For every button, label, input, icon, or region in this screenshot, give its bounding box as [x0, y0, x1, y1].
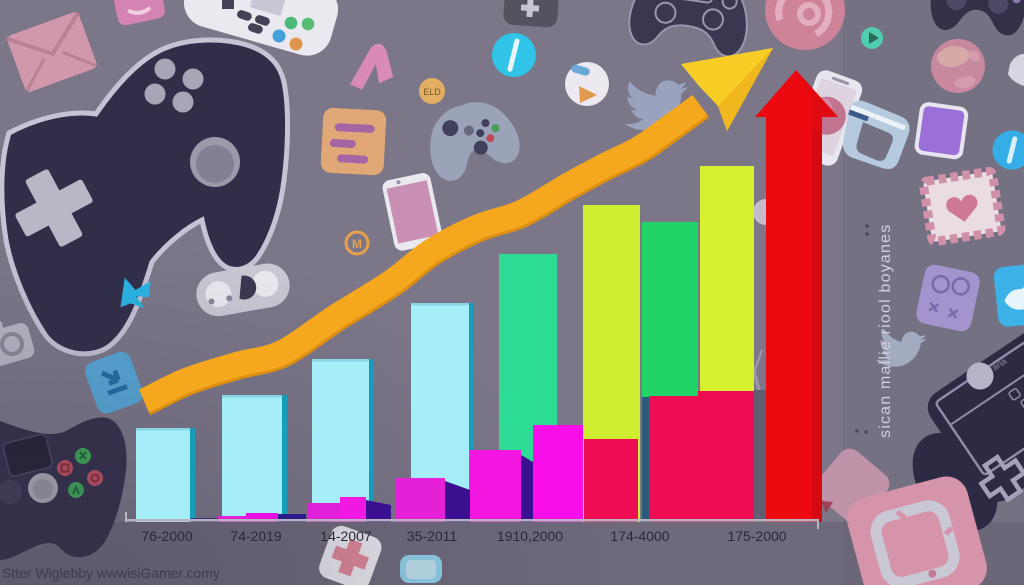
svg-text:174-4000: 174-4000 [610, 528, 669, 544]
svg-text:35-2011: 35-2011 [407, 528, 458, 544]
svg-text:74-2019: 74-2019 [230, 528, 282, 544]
svg-text:Stter Wiglebby wwwisiGamer.com: Stter Wiglebby wwwisiGamer.comy [2, 565, 220, 581]
svg-text:sican mallie riool boyanes: sican mallie riool boyanes [877, 224, 894, 438]
svg-text:1910,2000: 1910,2000 [497, 528, 563, 544]
svg-text:14-2007: 14-2007 [320, 528, 372, 544]
svg-text:175-2000: 175-2000 [727, 528, 786, 544]
svg-text:76-2000: 76-2000 [141, 528, 193, 544]
